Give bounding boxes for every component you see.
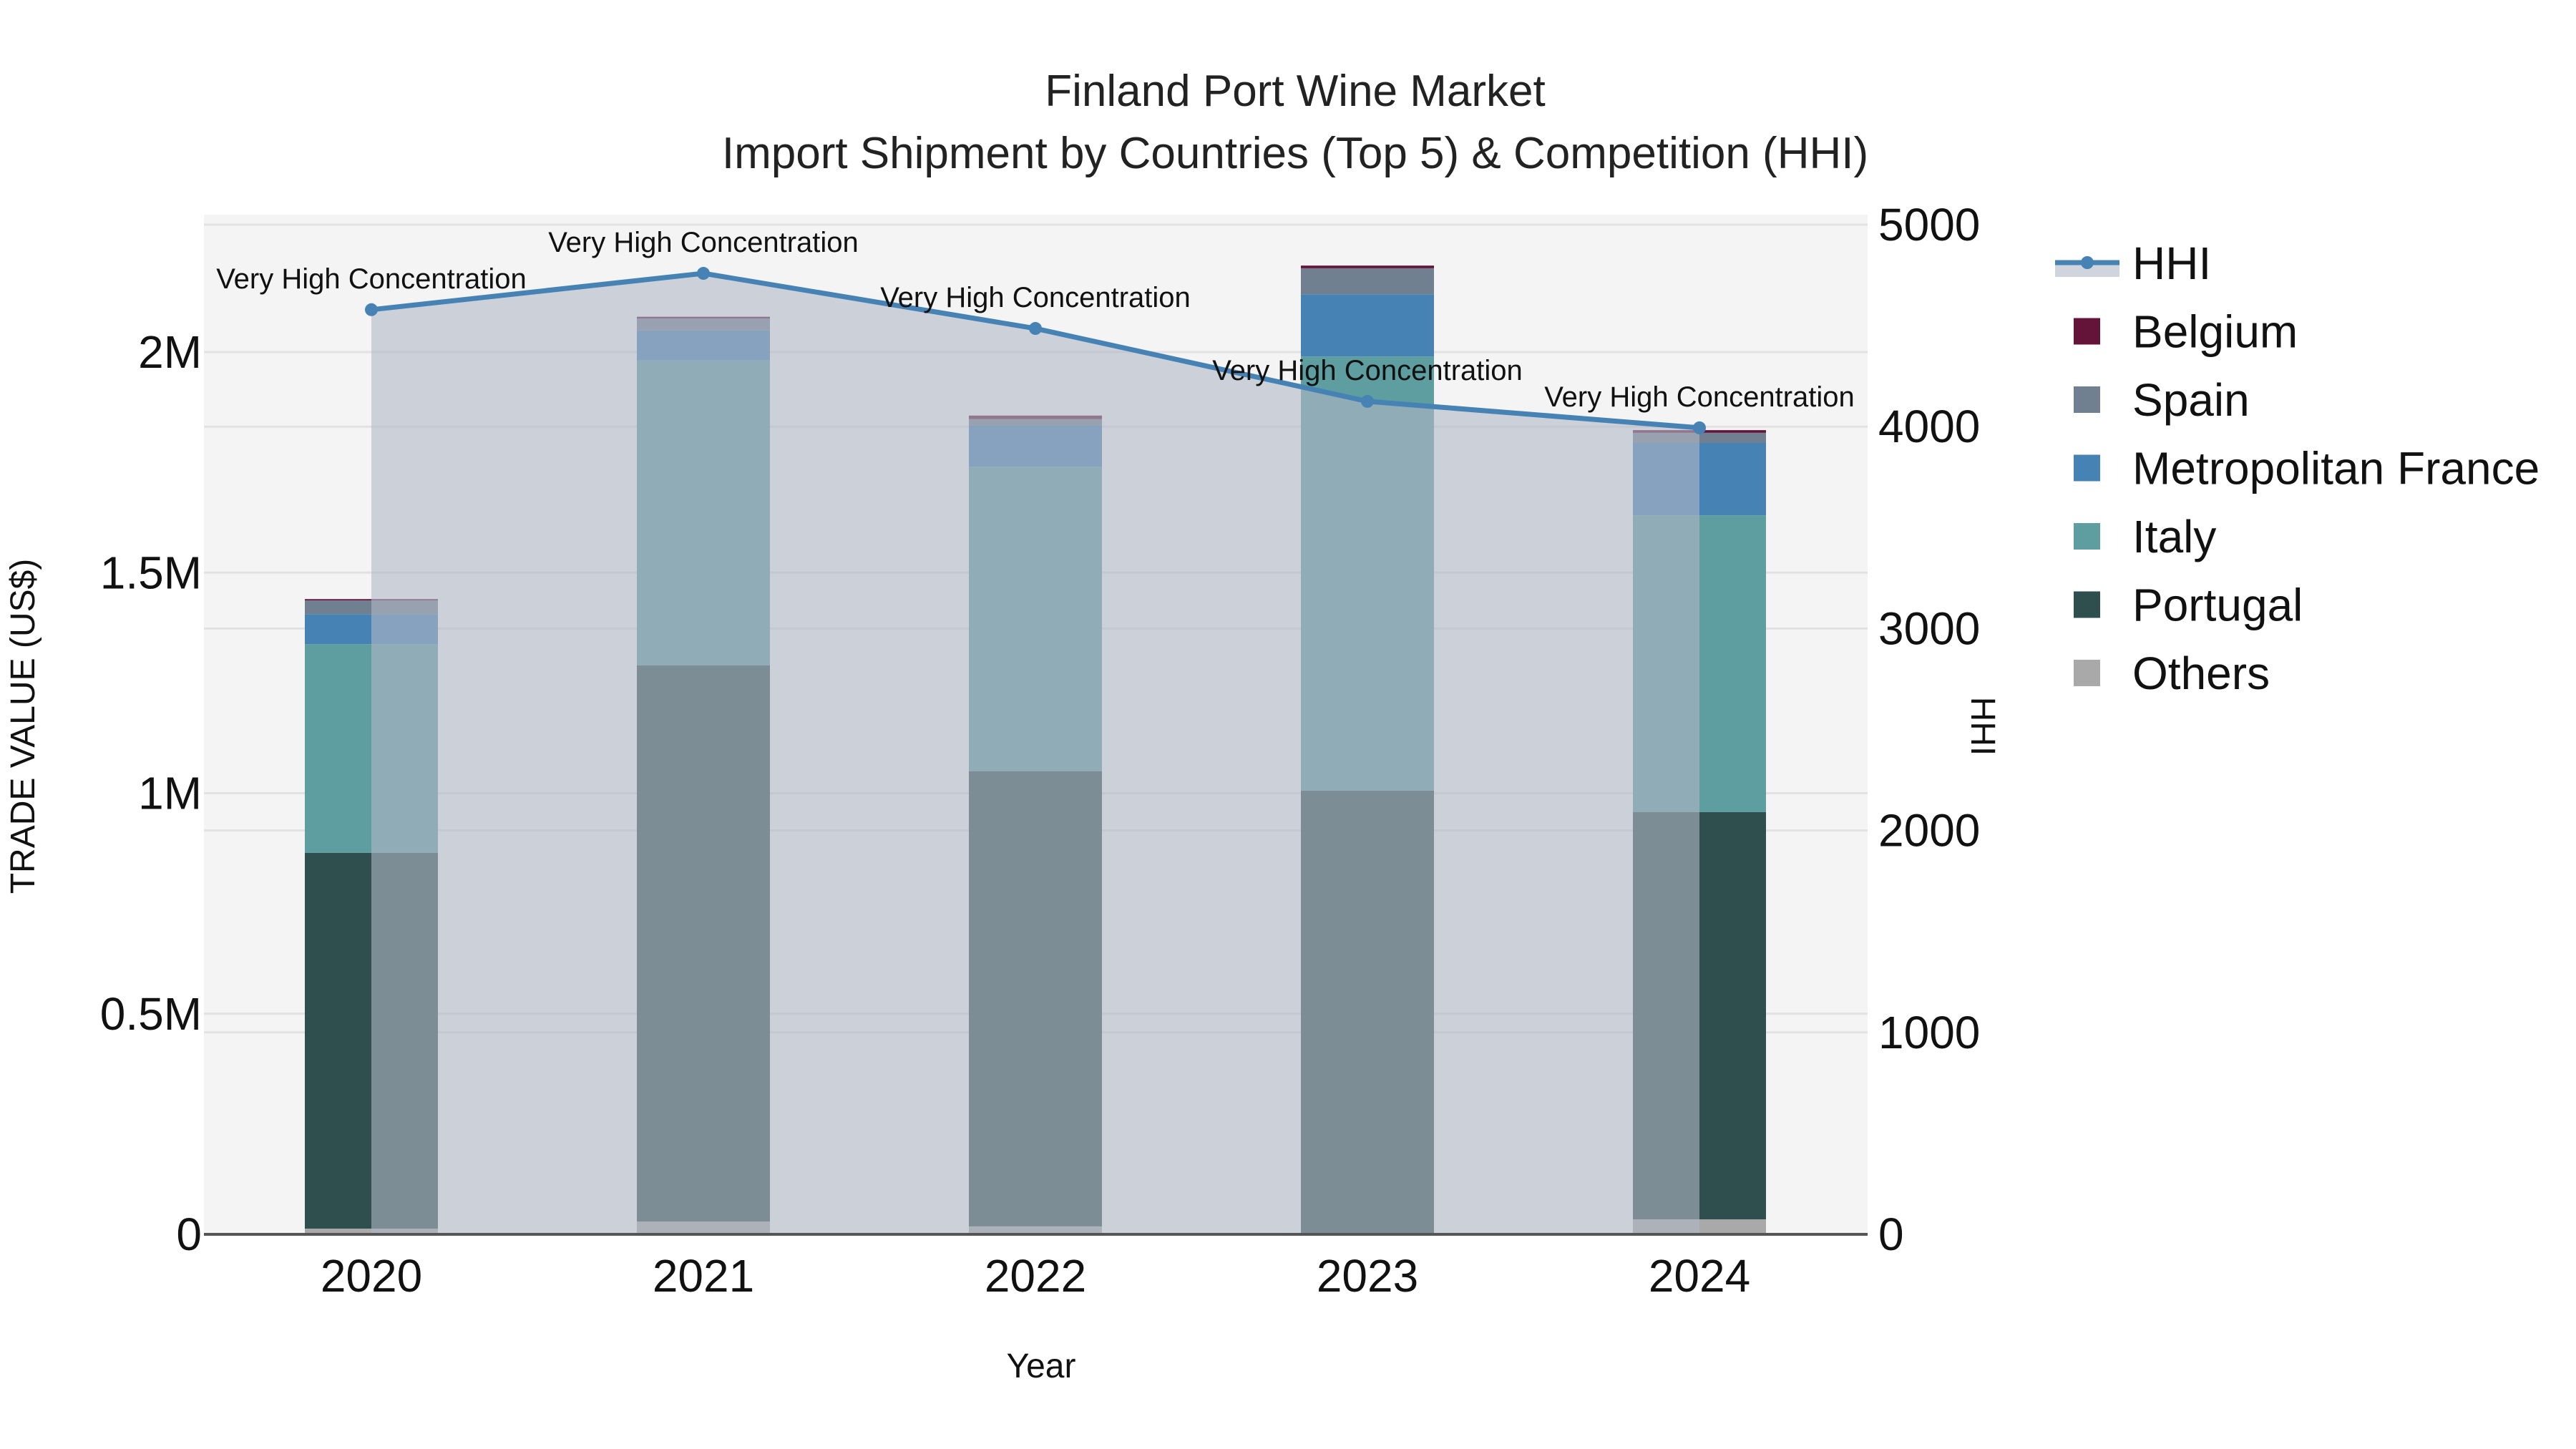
hhi-area — [371, 273, 1699, 1234]
legend-swatch-icon — [2074, 386, 2100, 413]
hhi-annotation: Very High Concentration — [880, 282, 1191, 313]
legend-swatch-icon — [2074, 660, 2100, 686]
hhi-marker[interactable] — [365, 303, 378, 316]
hhi-marker[interactable] — [1693, 421, 1706, 434]
chart-subtitle: Import Shipment by Countries (Top 5) & C… — [722, 129, 1868, 178]
legend-swatch-icon — [2074, 591, 2100, 618]
legend-label: Metropolitan France — [2132, 443, 2540, 494]
y2-tick-label: 4000 — [1878, 401, 1980, 452]
legend-label: Spain — [2132, 374, 2250, 426]
legend-item-italy[interactable]: Italy — [2074, 511, 2216, 562]
legend-item-spain[interactable]: Spain — [2074, 374, 2250, 426]
legend-label: Italy — [2132, 511, 2216, 562]
legend-label: Others — [2132, 648, 2270, 699]
legend: HHI Belgium Spain Metropolitan France Italy P… — [2055, 238, 2540, 699]
y2-axis-title: HHI — [1963, 697, 2001, 756]
hhi-annotation: Very High Concentration — [216, 263, 527, 295]
hhi-marker[interactable] — [1029, 322, 1042, 336]
y2-tick-label: 3000 — [1878, 602, 1980, 654]
legend-label: Portugal — [2132, 580, 2303, 631]
bar-segment-spain — [1301, 268, 1434, 295]
legend-area-swatch — [2055, 263, 2119, 277]
hhi-annotation: Very High Concentration — [1544, 381, 1855, 413]
hhi-marker[interactable] — [697, 267, 710, 280]
y-tick-label: 2M — [138, 326, 202, 378]
x-tick-label: 2020 — [321, 1250, 422, 1302]
legend-item-belgium[interactable]: Belgium — [2074, 306, 2298, 358]
y-tick-label: 1M — [138, 768, 202, 819]
legend-marker-icon — [2081, 256, 2094, 269]
x-axis: 2020 2021 2022 2023 2024 — [321, 1250, 1750, 1302]
y-tick-label: 1.5M — [100, 547, 202, 598]
x-tick-label: 2023 — [1317, 1250, 1418, 1302]
legend-item-metropolitan-france[interactable]: Metropolitan France — [2074, 443, 2540, 494]
y-axis-left: 0 0.5M 1M 1.5M 2M — [100, 326, 202, 1260]
y2-tick-label: 1000 — [1878, 1007, 1980, 1058]
legend-swatch-icon — [2074, 454, 2100, 482]
chart-title: Finland Port Wine Market — [1045, 67, 1545, 116]
legend-item-portugal[interactable]: Portugal — [2074, 580, 2303, 631]
x-tick-label: 2022 — [985, 1250, 1086, 1302]
hhi-marker[interactable] — [1361, 394, 1374, 408]
y-axis-title: TRADE VALUE (US$) — [4, 559, 42, 894]
legend-label: Belgium — [2132, 306, 2298, 358]
bar-segment-belgium — [1301, 265, 1434, 268]
legend-swatch-icon — [2074, 318, 2100, 345]
legend-swatch-icon — [2074, 523, 2100, 550]
x-tick-label: 2021 — [653, 1250, 754, 1302]
y2-tick-label: 0 — [1878, 1209, 1904, 1260]
hhi-line — [365, 267, 1706, 434]
y-axis-right: 0 1000 2000 3000 4000 5000 — [1878, 199, 1980, 1260]
legend-item-others[interactable]: Others — [2074, 648, 2270, 699]
bar-segment-metropolitan-france — [1301, 294, 1434, 357]
hhi-fill — [371, 273, 1699, 1234]
hhi-annotation: Very High Concentration — [548, 227, 859, 258]
hhi-annotation: Very High Concentration — [1212, 355, 1523, 386]
y-tick-label: 0.5M — [100, 988, 202, 1040]
hhi-annotations: Very High Concentration Very High Concent… — [216, 227, 1855, 413]
y-tick-label: 0 — [176, 1209, 202, 1260]
y2-tick-label: 5000 — [1878, 199, 1980, 250]
x-axis-title: Year — [1007, 1347, 1076, 1385]
legend-item-hhi[interactable]: HHI — [2055, 238, 2211, 289]
x-tick-label: 2024 — [1649, 1250, 1750, 1302]
legend-label: HHI — [2132, 238, 2211, 289]
y2-tick-label: 2000 — [1878, 805, 1980, 857]
